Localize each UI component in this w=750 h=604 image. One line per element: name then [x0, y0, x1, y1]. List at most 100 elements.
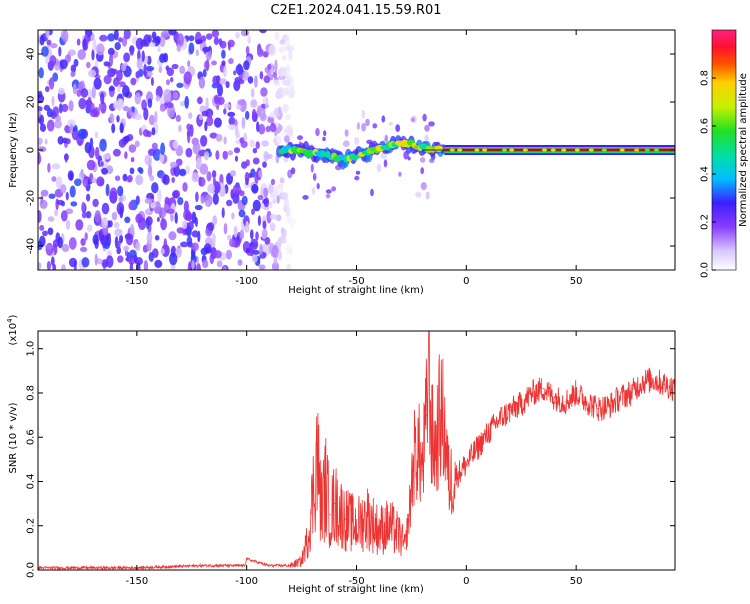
heatmap-noise-blob — [124, 136, 130, 143]
heatmap-scatter-blob — [354, 176, 359, 181]
heatmap-scatter-blob — [361, 123, 366, 132]
strong-ridge-spot — [654, 148, 659, 151]
heatmap-noise-blob — [211, 61, 217, 66]
spectrogram-x-label: Height of straight line (km) — [288, 285, 424, 296]
heatmap-noise-blob — [118, 37, 123, 42]
snr-point — [466, 463, 467, 464]
y-tick-label: 0.0 — [26, 562, 37, 578]
heatmap-noise-blob — [270, 222, 276, 231]
heatmap-noise-blob — [226, 250, 232, 260]
heatmap-noise-blob — [109, 220, 113, 227]
heatmap-noise-blob — [165, 197, 170, 205]
heatmap-noise-blob — [131, 157, 135, 162]
heatmap-noise-blob — [137, 58, 143, 69]
heatmap-noise-blob — [86, 62, 91, 68]
heatmap-noise-blob — [116, 115, 119, 122]
heatmap-noise-blob — [162, 174, 169, 185]
heatmap-noise-blob — [95, 132, 99, 138]
heatmap-noise-blob — [227, 112, 235, 117]
snr-point — [367, 516, 368, 517]
heatmap-noise-blob — [46, 27, 50, 38]
heatmap-scatter-blob — [395, 124, 400, 132]
heatmap-noise-blob — [83, 178, 88, 187]
heatmap-noise-blob — [284, 244, 290, 255]
heatmap-noise-blob — [247, 36, 251, 44]
snr-point — [389, 525, 390, 526]
snr-point — [301, 561, 302, 562]
heatmap-noise-blob — [82, 212, 87, 219]
heatmap-noise-blob — [86, 194, 90, 202]
heatmap-noise-blob — [47, 108, 53, 117]
heatmap-noise-blob — [60, 59, 68, 69]
heatmap-noise-blob — [237, 99, 245, 105]
heatmap-noise-blob — [248, 76, 253, 84]
heatmap-noise-blob — [73, 84, 77, 95]
heatmap-noise-blob — [242, 196, 248, 206]
heatmap-noise-blob — [192, 230, 199, 237]
heatmap-noise-blob — [204, 243, 212, 253]
heatmap-noise-blob — [179, 66, 185, 74]
heatmap-noise-blob — [107, 33, 115, 41]
heatmap-noise-blob — [238, 79, 245, 84]
heatmap-noise-blob — [205, 200, 209, 206]
heatmap-noise-blob — [178, 125, 182, 132]
heatmap-scatter-blob — [312, 187, 316, 195]
heatmap-noise-blob — [184, 71, 192, 84]
heatmap-noise-blob — [268, 44, 276, 55]
heatmap-noise-blob — [200, 135, 207, 146]
heatmap-noise-blob — [251, 184, 258, 194]
strong-ridge-spot — [457, 148, 462, 151]
heatmap-noise-blob — [122, 85, 130, 97]
heatmap-noise-blob — [150, 202, 156, 208]
heatmap-noise-blob — [49, 194, 56, 199]
heatmap-noise-blob — [192, 242, 199, 251]
heatmap-noise-blob — [273, 79, 280, 85]
heatmap-noise-blob — [281, 227, 285, 234]
colorbar-gradient — [712, 30, 736, 270]
heatmap-noise-blob — [126, 233, 134, 245]
heatmap-noise-blob — [66, 220, 70, 230]
heatmap-noise-blob — [263, 97, 267, 104]
heatmap-noise-blob — [130, 262, 133, 273]
heatmap-noise-blob — [235, 156, 238, 162]
heatmap-noise-blob — [117, 84, 120, 92]
heatmap-noise-blob — [130, 168, 135, 175]
heatmap-noise-blob — [281, 88, 289, 96]
snr-point — [631, 392, 632, 393]
heatmap-noise-blob — [124, 217, 130, 224]
y-tick-label: 0.4 — [26, 474, 37, 490]
heatmap-noise-blob — [206, 33, 213, 40]
snr-point — [330, 514, 331, 515]
strong-ridge-spot — [575, 148, 580, 151]
heatmap-scatter-blob — [415, 192, 421, 198]
heatmap-noise-blob — [263, 221, 267, 230]
heatmap-noise-blob — [171, 177, 175, 183]
heatmap-noise-blob — [282, 55, 286, 61]
snr-point — [417, 448, 418, 449]
heatmap-noise-blob — [123, 106, 129, 111]
heatmap-noise-blob — [135, 214, 143, 224]
snr-point — [620, 397, 621, 398]
heatmap-noise-blob — [68, 49, 76, 55]
strong-ridge-spot — [645, 148, 650, 151]
heatmap-noise-blob — [57, 200, 64, 205]
heatmap-noise-blob — [196, 49, 199, 56]
heatmap-noise-blob — [228, 58, 234, 64]
heatmap-scatter-blob — [278, 125, 283, 132]
snr-point — [404, 547, 405, 548]
heatmap-noise-blob — [62, 244, 70, 252]
heatmap-noise-blob — [189, 35, 195, 41]
heatmap-scatter-blob — [420, 157, 425, 163]
heatmap-noise-blob — [92, 86, 96, 99]
heatmap-noise-blob — [100, 92, 104, 104]
heatmap-noise-blob — [187, 60, 190, 67]
heatmap-noise-blob — [273, 71, 277, 78]
heatmap-noise-blob — [228, 124, 236, 130]
snr-point — [413, 459, 414, 460]
heatmap-noise-blob — [109, 113, 114, 123]
heatmap-noise-blob — [249, 140, 254, 148]
heatmap-noise-blob — [152, 248, 159, 258]
heatmap-noise-blob — [75, 219, 83, 230]
heatmap-noise-blob — [258, 215, 261, 226]
heatmap-scatter-blob — [345, 129, 349, 136]
